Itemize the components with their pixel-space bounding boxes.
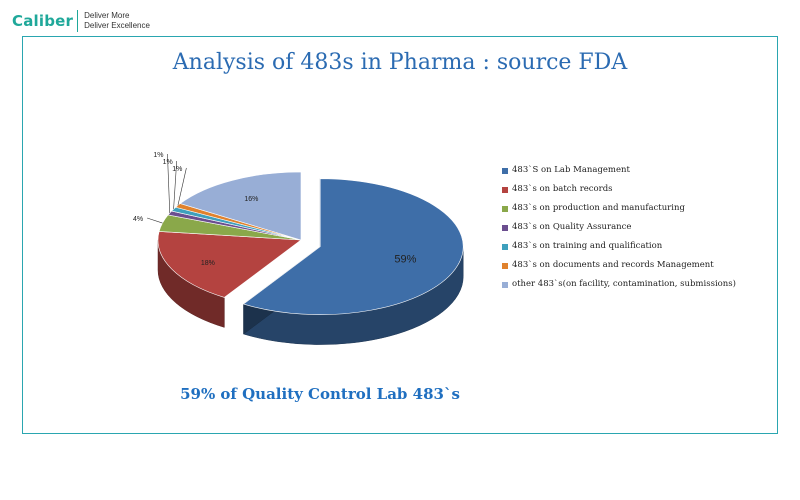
- legend-swatch: [502, 244, 508, 250]
- data-label-2: 18%: [201, 260, 215, 267]
- brand-logo: Caliber Deliver More Deliver Excellence: [12, 9, 150, 33]
- slide-title: Analysis of 483s in Pharma : source FDA: [172, 50, 628, 75]
- pie-slice-7: [179, 171, 302, 241]
- leader-line-3: [147, 217, 163, 224]
- legend-label: other 483`s(on facility, contamination, …: [512, 279, 736, 289]
- data-label-4: 1%: [153, 152, 163, 159]
- legend-swatch: [502, 225, 508, 231]
- pie-tops: [157, 171, 464, 315]
- legend-swatch: [502, 168, 508, 174]
- legend-item: 483`s on Quality Assurance: [502, 222, 762, 233]
- legend-swatch: [502, 282, 508, 288]
- legend-item: other 483`s(on facility, contamination, …: [502, 279, 762, 290]
- data-label-7: 16%: [244, 196, 258, 203]
- tagline-line-1: Deliver More: [84, 11, 130, 20]
- legend-label: 483`S on Lab Management: [512, 165, 630, 175]
- legend-item: 483`s on documents and records Managemen…: [502, 260, 762, 271]
- tagline-line-2: Deliver Excellence: [84, 21, 150, 30]
- data-label-6: 1%: [172, 166, 182, 173]
- legend-item: 483`s on batch records: [502, 184, 762, 195]
- leader-line-6: [177, 167, 187, 206]
- legend-swatch: [502, 263, 508, 269]
- data-label-3: 4%: [133, 216, 143, 223]
- legend-label: 483`s on training and qualification: [512, 241, 663, 251]
- data-label-5: 1%: [163, 159, 173, 166]
- slide-subtitle: 59% of Quality Control Lab 483`s: [180, 385, 460, 403]
- legend-item: 483`S on Lab Management: [502, 165, 762, 176]
- legend-label: 483`s on documents and records Managemen…: [512, 260, 714, 270]
- legend-swatch: [502, 206, 508, 212]
- legend-label: 483`s on production and manufacturing: [512, 203, 685, 213]
- leader-line-4: [167, 153, 171, 214]
- legend-label: 483`s on Quality Assurance: [512, 222, 632, 232]
- brand-tagline: Deliver More Deliver Excellence: [84, 11, 150, 31]
- legend-item: 483`s on training and qualification: [502, 241, 762, 252]
- chart-legend: 483`S on Lab Management 483`s on batch re…: [502, 165, 762, 298]
- pie-labels: 59%18%4%1%1%1%16%: [133, 152, 417, 267]
- data-label-1: 59%: [394, 253, 416, 265]
- pie-slice-1: [242, 178, 464, 315]
- legend-label: 483`s on batch records: [512, 184, 613, 194]
- legend-item: 483`s on production and manufacturing: [502, 203, 762, 214]
- brand-name: Caliber: [12, 12, 74, 30]
- leader-line-5: [173, 160, 177, 210]
- pie-slice-2: [157, 231, 302, 298]
- legend-swatch: [502, 187, 508, 193]
- slide-frame: [22, 36, 778, 434]
- logo-divider: [77, 10, 79, 32]
